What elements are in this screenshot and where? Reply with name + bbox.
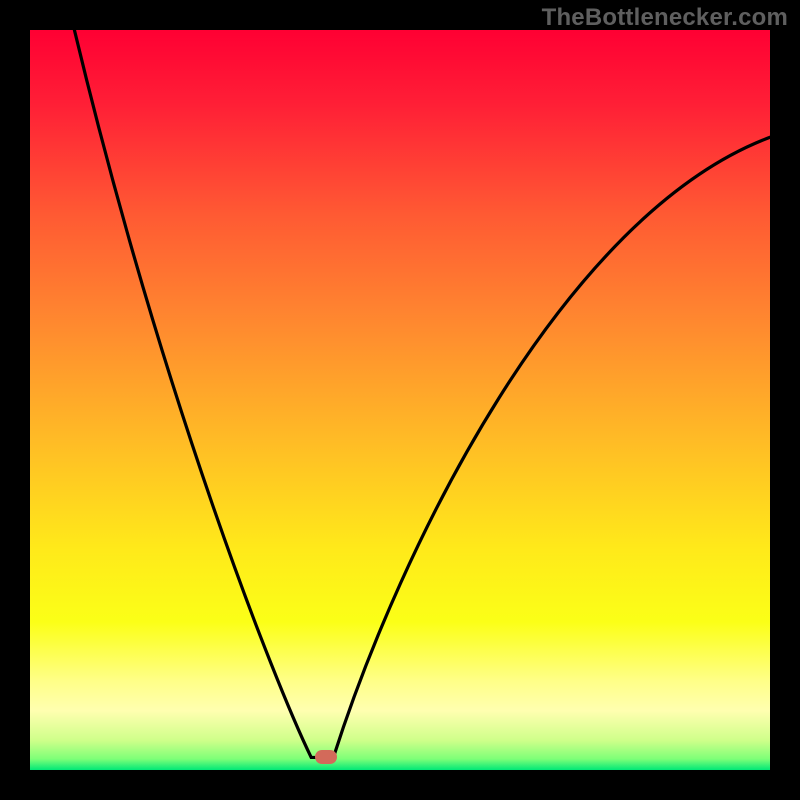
chart-frame: TheBottlenecker.com (0, 0, 800, 800)
watermark-text: TheBottlenecker.com (542, 4, 788, 32)
bottleneck-curve (74, 30, 770, 757)
apex-marker (315, 750, 337, 764)
plot-area (30, 30, 770, 770)
curve-svg (30, 30, 770, 770)
